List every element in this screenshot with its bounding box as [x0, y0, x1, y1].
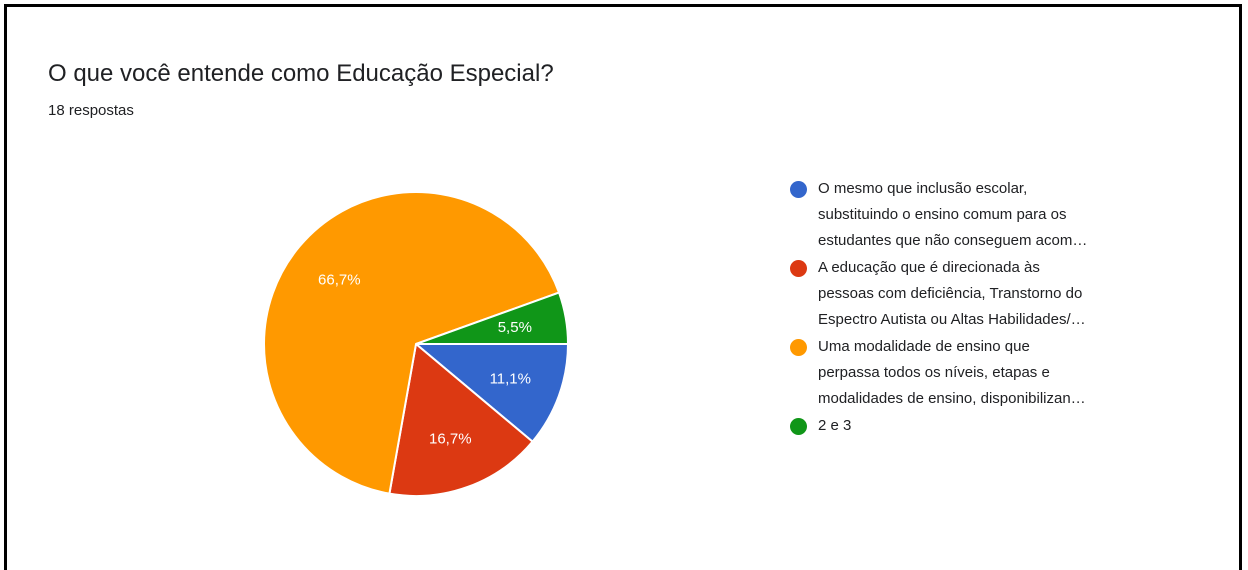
pie-slice-label-4: 5,5%: [498, 319, 532, 336]
legend-item-2[interactable]: A educação que é direcionada às pessoas c…: [790, 255, 1210, 333]
chart-frame: [4, 4, 1242, 570]
pie-slice-label-3: 66,7%: [318, 271, 361, 288]
chart-title: O que você entende como Educação Especia…: [48, 60, 554, 87]
pie-slice-4[interactable]: [415, 291, 570, 345]
legend-label-line: estudantes que não conseguem acom…: [818, 232, 1088, 249]
legend-item-3[interactable]: Uma modalidade de ensino que perpassa tod…: [790, 334, 1210, 412]
legend-dot-icon: [790, 181, 807, 198]
pie-slice-1[interactable]: [413, 343, 570, 444]
pie-slice-2[interactable]: [388, 342, 534, 497]
legend-dot-icon: [790, 260, 807, 277]
legend-dot-icon: [790, 339, 807, 356]
legend-label-line: 2 e 3: [818, 417, 852, 434]
legend-label-line: A educação que é direcionada às: [818, 259, 1040, 276]
response-count: 18 respostas: [48, 102, 134, 119]
pie-slice-label-2: 16,7%: [429, 430, 472, 447]
legend-label-line: O mesmo que inclusão escolar,: [818, 180, 1028, 197]
pie-slice-3[interactable]: [263, 191, 561, 495]
legend-item-4[interactable]: 2 e 3: [790, 413, 1210, 439]
chart-legend: O mesmo que inclusão escolar, substituind…: [790, 176, 1210, 440]
legend-label-line: Espectro Autista ou Altas Habilidades/…: [818, 311, 1086, 328]
legend-label-line: pessoas com deficiência, Transtorno do: [818, 285, 1083, 302]
legend-label-line: substituindo o ensino comum para os: [818, 206, 1067, 223]
legend-item-1[interactable]: O mesmo que inclusão escolar, substituind…: [790, 176, 1210, 254]
legend-label-line: perpassa todos os níveis, etapas e: [818, 364, 1050, 381]
legend-dot-icon: [790, 418, 807, 435]
legend-label-line: Uma modalidade de ensino que: [818, 338, 1030, 355]
legend-label-line: modalidades de ensino, disponibilizan…: [818, 390, 1086, 407]
pie-slice-label-1: 11,1%: [490, 370, 531, 387]
